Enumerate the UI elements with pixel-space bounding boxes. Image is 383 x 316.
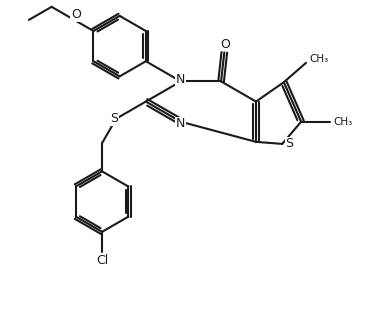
Text: S: S [285, 137, 293, 150]
Text: S: S [110, 112, 118, 125]
Text: N: N [176, 117, 185, 130]
Text: N: N [176, 73, 185, 86]
Text: Cl: Cl [96, 253, 108, 267]
Text: O: O [71, 9, 81, 21]
Text: O: O [220, 38, 230, 51]
Text: CH₃: CH₃ [309, 54, 329, 64]
Text: CH₃: CH₃ [334, 117, 353, 127]
